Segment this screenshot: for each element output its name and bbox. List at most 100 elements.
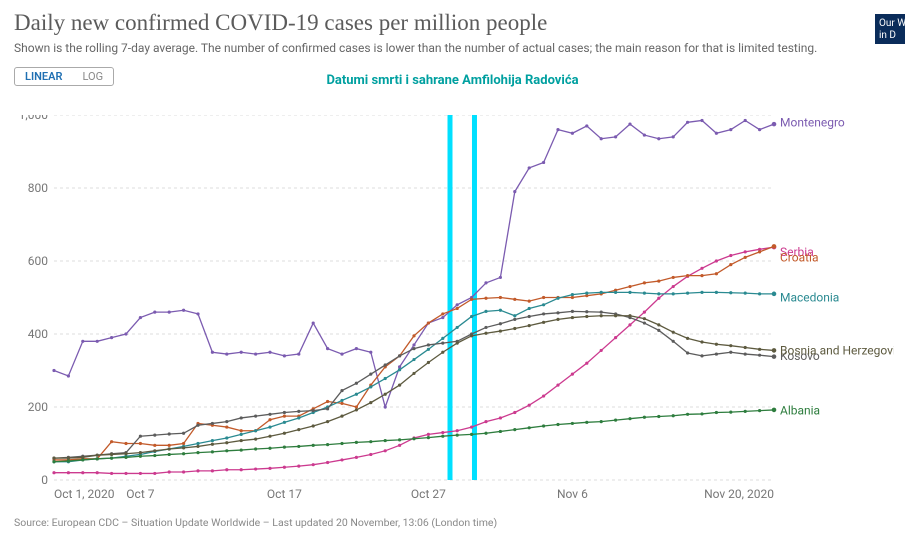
series-point	[211, 450, 214, 453]
series-point	[211, 351, 214, 354]
series-endpoint	[772, 348, 777, 353]
series-point	[686, 413, 689, 416]
series-point	[340, 402, 343, 405]
series-point	[168, 470, 171, 473]
series-point	[268, 351, 271, 354]
series-point	[297, 445, 300, 448]
series-point	[441, 312, 444, 315]
series-point	[297, 410, 300, 413]
series-point	[326, 443, 329, 446]
series-point	[67, 457, 70, 460]
series-point	[283, 421, 286, 424]
series-label-macedonia[interactable]: Macedonia	[780, 291, 839, 305]
series-label-bosnia-and-herzegovina[interactable]: Bosnia and Herzegovina	[780, 343, 894, 357]
series-point	[513, 428, 516, 431]
series-point	[225, 436, 228, 439]
series-point	[355, 347, 358, 350]
series-point	[283, 466, 286, 469]
series-point	[672, 331, 675, 334]
series-point	[124, 472, 127, 475]
series-point	[470, 334, 473, 337]
series-point	[240, 416, 243, 419]
series-point	[326, 420, 329, 423]
series-point	[600, 291, 603, 294]
series-point	[484, 310, 487, 313]
series-line-croatia	[54, 246, 774, 460]
series-point	[182, 432, 185, 435]
series-point	[686, 292, 689, 295]
series-endpoint	[772, 122, 777, 127]
series-point	[528, 315, 531, 318]
series-point	[254, 467, 257, 470]
series-point	[340, 415, 343, 418]
series-point	[528, 307, 531, 310]
series-label-croatia[interactable]: Croatia	[780, 250, 819, 264]
x-tick-label: Nov 6	[557, 487, 588, 501]
series-point	[312, 444, 315, 447]
series-point	[81, 471, 84, 474]
series-point	[312, 463, 315, 466]
series-point	[585, 315, 588, 318]
series-point	[398, 365, 401, 368]
series-point	[110, 457, 113, 460]
series-point	[585, 310, 588, 313]
series-point	[715, 272, 718, 275]
series-point	[110, 453, 113, 456]
series-point	[340, 352, 343, 355]
series-point	[268, 418, 271, 421]
series-point	[484, 432, 487, 435]
series-point	[110, 472, 113, 475]
series-point	[700, 267, 703, 270]
series-point	[225, 449, 228, 452]
series-point	[326, 347, 329, 350]
series-point	[283, 432, 286, 435]
series-point	[211, 422, 214, 425]
series-point	[556, 318, 559, 321]
series-point	[196, 312, 199, 315]
series-point	[326, 400, 329, 403]
series-point	[571, 373, 574, 376]
series-point	[456, 326, 459, 329]
series-point	[427, 321, 430, 324]
series-point	[643, 321, 646, 324]
series-point	[369, 385, 372, 388]
series-label-albania[interactable]: Albania	[780, 404, 820, 418]
series-point	[254, 352, 257, 355]
series-point	[412, 372, 415, 375]
series-point	[441, 431, 444, 434]
series-point	[542, 394, 545, 397]
series-point	[499, 276, 502, 279]
series-point	[556, 311, 559, 314]
series-point	[614, 135, 617, 138]
logo-line1: Our W	[879, 18, 901, 30]
series-point	[340, 399, 343, 402]
series-point	[369, 373, 372, 376]
chart-subtitle: Shown is the rolling 7-day average. The …	[14, 40, 834, 56]
series-point	[614, 314, 617, 317]
series-label-montenegro[interactable]: Montenegro	[780, 115, 845, 129]
series-point	[168, 453, 171, 456]
series-point	[67, 374, 70, 377]
series-point	[124, 332, 127, 335]
y-tick-label: 600	[28, 254, 48, 268]
series-point	[355, 408, 358, 411]
series-point	[283, 354, 286, 357]
series-point	[168, 311, 171, 314]
series-point	[542, 161, 545, 164]
series-point	[758, 250, 761, 253]
series-point	[268, 447, 271, 450]
series-point	[168, 447, 171, 450]
series-point	[470, 433, 473, 436]
series-point	[571, 316, 574, 319]
series-point	[672, 276, 675, 279]
series-point	[729, 351, 732, 354]
series-point	[340, 389, 343, 392]
series-point	[441, 316, 444, 319]
series-point	[571, 293, 574, 296]
series-point	[96, 454, 99, 457]
series-point	[672, 292, 675, 295]
series-point	[686, 337, 689, 340]
series-point	[398, 438, 401, 441]
series-point	[686, 351, 689, 354]
series-point	[153, 454, 156, 457]
